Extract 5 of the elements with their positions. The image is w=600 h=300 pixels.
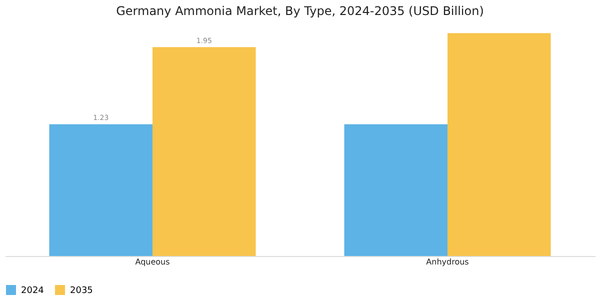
x-tick-label: Aqueous <box>135 258 170 266</box>
legend-label: 2024 <box>21 286 44 296</box>
chart-title: Germany Ammonia Market, By Type, 2024-2035 (USD Billion) <box>116 4 484 18</box>
x-tick-label: Anhydrous <box>426 258 469 266</box>
legend-label: 2035 <box>70 286 93 296</box>
